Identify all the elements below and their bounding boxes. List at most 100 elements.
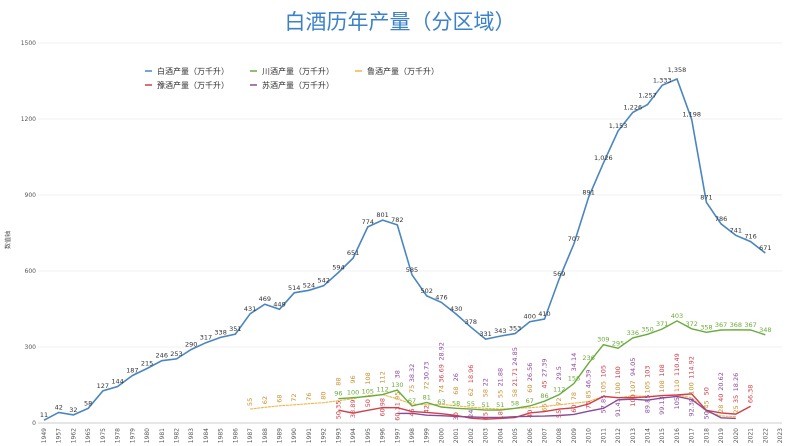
data-label: 871 <box>700 193 712 201</box>
data-label: 28.92 <box>437 342 445 361</box>
data-label: 353 <box>509 325 521 333</box>
data-label: 66.38 <box>747 385 755 404</box>
x-tick-label: 2006 <box>527 428 534 443</box>
x-tick-label: 1981 <box>159 428 166 443</box>
data-label: 55 <box>555 410 563 418</box>
data-label: 67 <box>408 397 416 405</box>
data-label: 20.62 <box>717 372 725 391</box>
data-label: 449 <box>273 300 285 308</box>
data-label: 585 <box>406 266 418 274</box>
data-label: 63 <box>437 398 445 406</box>
data-label: 95 <box>393 392 401 400</box>
data-label: 40 <box>717 394 725 402</box>
data-label: 430 <box>450 305 462 313</box>
x-tick-label: 1997 <box>394 428 401 443</box>
data-label: 40 <box>526 410 534 418</box>
data-label: 782 <box>391 216 403 224</box>
legend-label: 川酒产量（万千升） <box>262 66 334 76</box>
y-tick-label: 0 <box>32 420 36 427</box>
data-label: 100 <box>614 366 622 378</box>
data-label: 403 <box>671 312 683 320</box>
data-label: 338 <box>214 328 226 336</box>
data-label: 67 <box>526 397 534 405</box>
data-label: 58 <box>511 399 519 407</box>
x-tick-label: 2003 <box>483 428 490 443</box>
x-tick-label: 1988 <box>262 428 269 443</box>
data-label: 91.41 <box>614 398 622 417</box>
data-label: 1,257 <box>638 92 657 100</box>
data-label: 46.39 <box>585 370 593 389</box>
data-label: 514 <box>288 284 300 292</box>
data-label: 351 <box>229 325 241 333</box>
x-tick-label: 1992 <box>321 428 328 443</box>
data-label: 112 <box>553 386 565 394</box>
data-label: 58 <box>482 389 490 397</box>
x-tick-label: 1999 <box>424 428 431 443</box>
series-line-3 <box>338 393 751 420</box>
data-label: 1,198 <box>682 111 701 119</box>
x-tick-label: 1996 <box>380 428 387 443</box>
data-label: 1,358 <box>668 66 687 74</box>
data-label: 50.35 <box>334 401 342 420</box>
data-label: 45 <box>540 380 548 388</box>
data-label: 62 <box>261 396 269 404</box>
series-line-4 <box>397 395 736 420</box>
data-label: 76 <box>305 392 313 400</box>
data-label: 290 <box>185 341 197 349</box>
data-label: 105 <box>599 381 607 393</box>
data-label: 22 <box>482 378 490 386</box>
x-tick-label: 1994 <box>350 428 357 443</box>
legend-item[interactable]: 豫酒产量（万千升） <box>145 80 229 90</box>
x-tick-label: 2008 <box>556 428 563 443</box>
y-axis: 0 300 600 900 1200 1500 <box>21 40 36 427</box>
x-tick-label: 2005 <box>512 428 519 443</box>
data-label: 51 <box>481 401 489 409</box>
data-label: 50 <box>702 411 710 419</box>
x-tick-label: 1995 <box>365 428 372 443</box>
data-label: 891 <box>582 188 594 196</box>
y-tick-label: 900 <box>25 192 37 199</box>
data-label: 368 <box>730 321 742 329</box>
data-label: 55 <box>496 390 504 398</box>
data-label: 36.69 <box>437 364 445 383</box>
data-label: 594 <box>332 264 344 272</box>
legend-item[interactable]: 白酒产量（万千升） <box>145 66 229 76</box>
data-label: 112 <box>379 371 387 383</box>
data-label: 60 <box>526 385 534 393</box>
data-label: 55 <box>246 398 254 406</box>
x-tick-label: 2014 <box>645 428 652 443</box>
x-tick-label: 1978 <box>115 428 122 443</box>
data-label: 18.26 <box>732 373 740 392</box>
legend-item[interactable]: 鲁酒产量（万千升） <box>355 66 439 76</box>
data-label: 1,153 <box>609 122 628 130</box>
data-label: 45 <box>408 408 416 416</box>
data-label: 26.56 <box>526 363 534 382</box>
data-label: 34.14 <box>570 353 578 372</box>
data-label: 27.39 <box>540 358 548 377</box>
data-label: 18 <box>496 411 504 419</box>
x-tick-label: 2015 <box>659 428 666 443</box>
legend-item[interactable]: 川酒产量（万千升） <box>250 66 334 76</box>
data-label: 96 <box>334 390 342 398</box>
data-label: 350 <box>641 325 653 333</box>
legend-item[interactable]: 苏酒产量（万千升） <box>250 80 334 90</box>
x-tick-label: 2010 <box>586 428 593 443</box>
data-label: 25 <box>732 405 740 413</box>
data-label: 60.98 <box>379 398 387 417</box>
x-tick-label: 1979 <box>129 428 136 443</box>
x-tick-label: 2022 <box>762 428 769 443</box>
x-tick-label: 1965 <box>85 428 92 443</box>
x-tick-label: 2011 <box>600 428 607 443</box>
x-tick-label: 2013 <box>630 428 637 443</box>
data-label: 50 <box>702 387 710 395</box>
data-label: 50 <box>364 399 372 407</box>
x-tick-label: 1975 <box>100 428 107 443</box>
data-label: 331 <box>479 330 491 338</box>
data-label: 336 <box>627 329 639 337</box>
data-label: 24.85 <box>511 347 519 366</box>
x-axis: 1949 1957 1962 1965 1975 1978 1979 1980 1981 1982… <box>41 428 784 443</box>
data-label: 100 <box>688 382 696 394</box>
x-tick-label: 2019 <box>718 428 725 443</box>
data-label: 32 <box>69 406 77 414</box>
